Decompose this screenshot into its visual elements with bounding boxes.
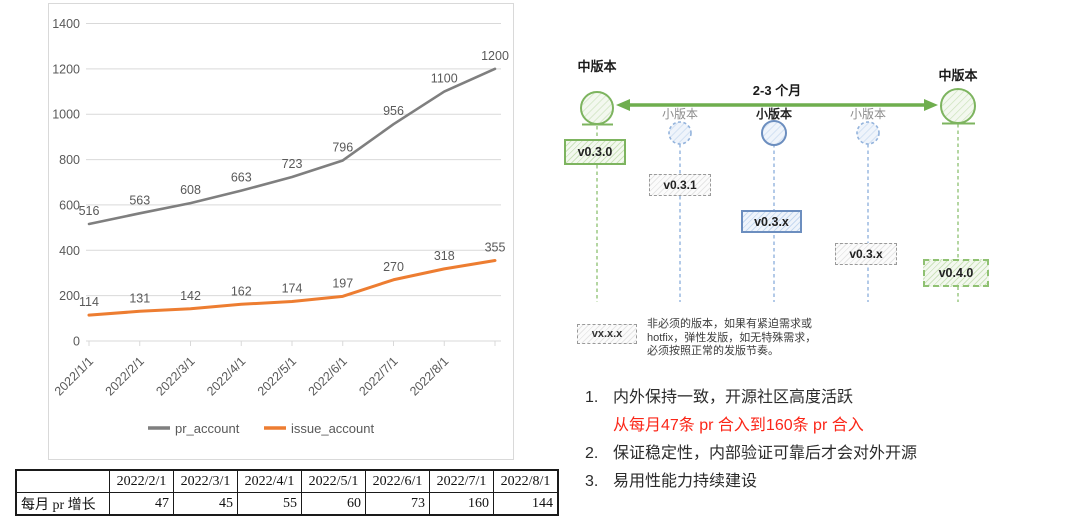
- svg-text:142: 142: [180, 289, 201, 303]
- svg-text:355: 355: [485, 240, 506, 254]
- note-item-2: 2. 保证稳定性，内部验证可靠后才会对外开源: [585, 440, 1065, 468]
- svg-text:2022/7/1: 2022/7/1: [356, 354, 400, 398]
- interval-duration-label: 2-3 个月: [752, 83, 802, 98]
- svg-text:270: 270: [383, 260, 404, 274]
- svg-text:162: 162: [231, 284, 252, 298]
- svg-text:663: 663: [231, 171, 252, 185]
- note-item-1: 1. 内外保持一致，开源社区高度活跃: [585, 384, 1065, 412]
- svg-text:114: 114: [79, 295, 99, 309]
- pr-issue-line-chart: 0 200 400 600 800 1000 1200 1400 2022/1/1 2022/2/…: [48, 3, 514, 460]
- svg-text:1200: 1200: [52, 62, 80, 76]
- table-header-date: 2022/5/1: [301, 469, 366, 493]
- svg-text:issue_account: issue_account: [291, 421, 374, 436]
- svg-text:2022/5/1: 2022/5/1: [255, 354, 299, 398]
- svg-text:608: 608: [180, 183, 201, 197]
- svg-text:1200: 1200: [481, 49, 509, 63]
- table-header-date: 2022/8/1: [493, 469, 559, 493]
- table-header-date: 2022/3/1: [173, 469, 238, 493]
- svg-text:563: 563: [129, 193, 150, 207]
- release-cadence-diagram: 中版本 中版本 2-3 个月 小版本 小版本 小版本 v0.3.0 v0.3.1…: [552, 50, 1030, 380]
- major-version-label-left: 中版本: [577, 59, 617, 74]
- version-box-v0-3-x-optional: v0.3.x: [835, 243, 897, 265]
- svg-text:956: 956: [383, 104, 404, 118]
- minor-version-label-2: 小版本: [755, 107, 792, 121]
- svg-text:2022/3/1: 2022/3/1: [153, 354, 197, 398]
- table-value-cell: 45: [173, 492, 238, 516]
- svg-text:1100: 1100: [431, 72, 458, 86]
- svg-text:2022/1/1: 2022/1/1: [52, 354, 96, 398]
- optional-version-tag: vx.x.x: [577, 324, 637, 344]
- note-number: 1.: [585, 389, 599, 406]
- svg-text:400: 400: [59, 244, 80, 258]
- note-item-3: 3. 易用性能力持续建设: [585, 468, 1065, 496]
- svg-text:174: 174: [282, 282, 303, 296]
- minor-version-label-1: 小版本: [661, 107, 698, 121]
- series-pr_account: 516 563 608 663 723 796 956 1100 1200: [79, 49, 509, 226]
- svg-text:318: 318: [434, 249, 455, 263]
- note-line-2: hotfix，弹性发版，如无特殊需求，: [647, 331, 817, 344]
- optional-version-note: 非必须的版本，如果有紧迫需求或 hotfix，弹性发版，如无特殊需求， 必须按照…: [647, 318, 847, 359]
- note-line-3: 必须按照正常的发版节奏。: [647, 345, 779, 357]
- note-line-1: 非必须的版本，如果有紧迫需求或: [647, 318, 812, 330]
- major-release-circle-right: [940, 88, 976, 125]
- series-issue_account: 114 131 142 162 174 197 270 318 355: [79, 240, 506, 317]
- version-box-v0-4-0: v0.4.0: [923, 259, 989, 287]
- svg-text:516: 516: [79, 204, 100, 218]
- diagram-shapes: [580, 88, 976, 302]
- svg-text:2022/6/1: 2022/6/1: [306, 354, 350, 398]
- table-header-date: 2022/2/1: [109, 469, 174, 493]
- svg-text:1400: 1400: [52, 17, 80, 31]
- y-gridlines: 0 200 400 600 800 1000 1200 1400: [52, 17, 501, 349]
- note-text: 内外保持一致，开源社区高度活跃: [613, 389, 854, 406]
- svg-text:2022/4/1: 2022/4/1: [204, 354, 248, 398]
- table-value-cell: 73: [365, 492, 430, 516]
- summary-notes: 1. 内外保持一致，开源社区高度活跃 从每月47条 pr 合入到160条 pr …: [585, 384, 1065, 496]
- chart-svg: 0 200 400 600 800 1000 1200 1400 2022/1/1 2022/2/…: [52, 17, 509, 436]
- minor-version-label-3: 小版本: [849, 107, 886, 121]
- chart-legend: pr_account issue_account: [148, 421, 374, 436]
- note-text: 易用性能力持续建设: [613, 473, 758, 490]
- note-text: 保证稳定性，内部验证可靠后才会对外开源: [613, 445, 918, 462]
- minor-release-circle-1: [668, 121, 692, 145]
- table-corner-cell: [15, 469, 110, 493]
- table-header-date: 2022/6/1: [365, 469, 430, 493]
- note-number: 3.: [585, 473, 599, 490]
- pr-growth-table: 2022/2/1 2022/3/1 2022/4/1 2022/5/1 2022/6/1…: [15, 469, 559, 516]
- table-value-cell: 47: [109, 492, 174, 516]
- x-axis: 2022/1/1 2022/2/1 2022/3/1 2022/4/1 2022/5/1…: [52, 341, 496, 399]
- table-value-cell: 144: [493, 492, 559, 516]
- svg-text:800: 800: [59, 153, 80, 167]
- note-highlight: 从每月47条 pr 合入到160条 pr 合入: [613, 417, 864, 434]
- table-value-cell: 55: [237, 492, 302, 516]
- svg-text:197: 197: [332, 276, 353, 290]
- version-box-v0-3-x-planned: v0.3.x: [741, 210, 802, 233]
- table-value-cell: 160: [429, 492, 494, 516]
- svg-text:600: 600: [59, 198, 80, 212]
- minor-release-circle-2: [761, 120, 787, 146]
- table-row-label: 每月 pr 增长: [15, 492, 110, 516]
- svg-text:2022/8/1: 2022/8/1: [407, 354, 451, 398]
- major-release-circle-left: [580, 91, 614, 126]
- svg-text:pr_account: pr_account: [175, 421, 240, 436]
- minor-release-circle-3: [856, 121, 880, 145]
- svg-text:796: 796: [332, 140, 353, 154]
- svg-text:200: 200: [59, 289, 80, 303]
- svg-text:1000: 1000: [52, 108, 80, 122]
- svg-text:2022/2/1: 2022/2/1: [103, 354, 147, 398]
- svg-text:131: 131: [129, 291, 150, 305]
- version-box-v0-3-0: v0.3.0: [564, 139, 626, 165]
- svg-text:723: 723: [282, 157, 303, 171]
- table-header-date: 2022/4/1: [237, 469, 302, 493]
- svg-text:0: 0: [73, 335, 80, 349]
- major-version-label-right: 中版本: [938, 68, 978, 83]
- version-box-v0-3-1: v0.3.1: [649, 174, 711, 196]
- table-header-date: 2022/7/1: [429, 469, 494, 493]
- table-value-cell: 60: [301, 492, 366, 516]
- interval-arrow: [616, 99, 938, 111]
- note-number: 2.: [585, 445, 599, 462]
